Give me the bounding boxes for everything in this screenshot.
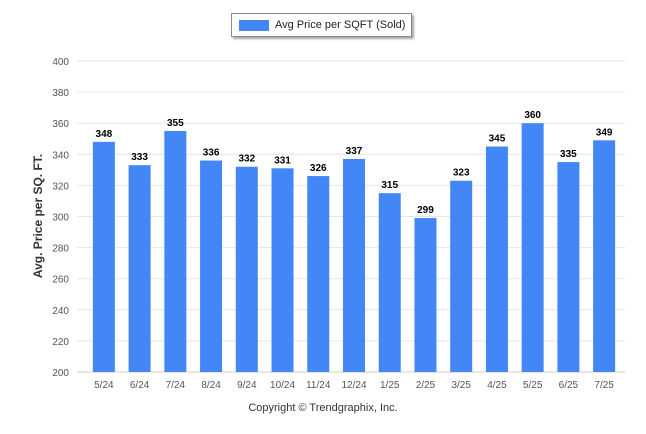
value-label: 315 [381,180,398,191]
bar [164,130,187,372]
value-label: 333 [131,152,148,163]
bar [128,165,151,372]
y-axis-label: Avg. Price per SQ. FT. [31,154,45,278]
x-tick-label: 12/24 [341,380,366,391]
y-tick-label: 200 [52,368,69,379]
value-label: 349 [596,127,613,138]
y-tick-label: 240 [52,306,69,317]
bar [271,168,294,372]
value-label: 348 [96,129,113,140]
bar [307,176,330,372]
y-tick-label: 320 [52,181,69,192]
bar [593,140,616,372]
bar [378,193,401,372]
chart-legend: Avg Price per SQFT (Sold) [231,13,412,37]
value-label: 299 [417,205,434,216]
x-tick-label: 5/25 [523,380,543,391]
y-tick-label: 340 [52,150,69,161]
x-tick-label: 6/24 [130,380,150,391]
x-tick-label: 8/24 [201,380,221,391]
y-tick-label: 380 [52,88,69,99]
y-tick-labels: 200 220 240 260 280 300 320 340 360 380 400 [52,57,69,379]
bars [92,123,616,372]
y-tick-label: 360 [52,119,69,130]
y-tick-label: 260 [52,275,69,286]
bar [235,166,258,372]
x-tick-label: 1/25 [380,380,400,391]
legend-swatch [239,19,269,31]
x-tick-labels: 5/24 6/24 7/24 8/24 9/24 10/24 11/24 12/24 1/25 2… [94,380,614,391]
x-tick-label: 9/24 [237,380,257,391]
bar [521,123,544,372]
value-label: 355 [167,118,184,129]
value-label: 331 [274,155,291,166]
y-tick-label: 280 [52,244,69,255]
bar [200,160,223,372]
bar [414,218,437,372]
bar [92,141,115,372]
value-label: 323 [453,168,470,179]
bar [485,146,508,372]
value-label: 332 [238,154,255,165]
y-tick-label: 220 [52,337,69,348]
x-tick-label: 11/24 [306,380,331,391]
value-label: 326 [310,163,327,174]
value-label: 336 [203,148,220,159]
bar [343,158,365,372]
value-label: 337 [346,146,363,157]
value-label: 335 [560,149,577,160]
x-tick-label: 7/25 [594,380,614,391]
copyright-footer: Copyright © Trendgraphix, Inc. [248,402,398,414]
y-tick-label: 300 [52,213,69,224]
value-label: 360 [524,110,541,121]
bar [557,162,580,372]
x-tick-label: 5/24 [94,380,114,391]
y-tick-label: 400 [52,57,69,68]
x-tick-label: 4/25 [487,380,507,391]
x-tick-label: 6/25 [559,380,579,391]
value-label: 345 [489,134,506,145]
x-tick-label: 2/25 [416,380,436,391]
legend-label: Avg Price per SQFT (Sold) [275,19,406,31]
value-labels: 348 333 355 336 332 331 326 337 315 299 323 345 360 3… [96,110,613,216]
bar [450,180,473,372]
x-tick-label: 10/24 [270,380,295,391]
x-tick-label: 7/24 [166,380,186,391]
x-tick-label: 3/25 [451,380,471,391]
